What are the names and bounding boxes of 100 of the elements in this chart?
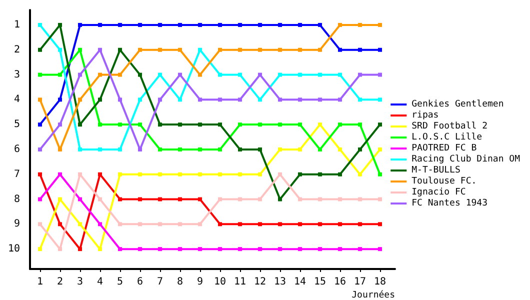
point bbox=[218, 72, 222, 77]
x-tick-label: 12 bbox=[254, 276, 266, 288]
point bbox=[358, 172, 362, 176]
point bbox=[138, 247, 142, 252]
point bbox=[118, 197, 122, 202]
point bbox=[138, 197, 142, 202]
y-tick-label: 4 bbox=[14, 94, 20, 106]
point bbox=[58, 72, 62, 77]
point bbox=[178, 98, 182, 102]
y-tick-label: 1 bbox=[14, 19, 20, 30]
x-tick-label: 9 bbox=[196, 276, 204, 288]
legend-label: FC Nantes 1943 bbox=[412, 198, 488, 208]
point bbox=[118, 98, 122, 102]
point bbox=[198, 222, 202, 226]
point bbox=[278, 197, 282, 202]
point bbox=[338, 122, 342, 127]
point bbox=[358, 247, 362, 252]
point bbox=[78, 48, 82, 52]
point bbox=[58, 147, 62, 152]
point bbox=[78, 222, 82, 226]
legend-label: PAOTRED FC B bbox=[412, 144, 477, 154]
point bbox=[118, 222, 122, 226]
point bbox=[198, 247, 202, 252]
point bbox=[298, 197, 302, 202]
x-tick-label: 15 bbox=[314, 276, 326, 288]
point bbox=[98, 72, 102, 77]
point bbox=[338, 72, 342, 77]
point bbox=[158, 247, 162, 252]
point bbox=[138, 48, 142, 52]
y-tick-label: 5 bbox=[14, 119, 20, 130]
point bbox=[238, 122, 242, 127]
point bbox=[378, 122, 382, 127]
point bbox=[38, 247, 42, 252]
point bbox=[238, 72, 242, 77]
point bbox=[138, 122, 142, 127]
point bbox=[58, 222, 62, 226]
x-tick-label: 6 bbox=[136, 276, 144, 288]
point bbox=[338, 222, 342, 226]
point bbox=[298, 48, 302, 52]
x-tick-label: 17 bbox=[354, 276, 366, 288]
point bbox=[78, 172, 82, 176]
y-tick-label: 9 bbox=[14, 218, 20, 230]
point bbox=[378, 72, 382, 77]
point bbox=[278, 48, 282, 52]
point bbox=[318, 72, 322, 77]
x-axis-title: Journées bbox=[352, 290, 395, 300]
point bbox=[338, 147, 342, 152]
point bbox=[178, 197, 182, 202]
point bbox=[58, 172, 62, 176]
point bbox=[378, 197, 382, 202]
point bbox=[138, 98, 142, 102]
x-tick-label: 13 bbox=[274, 276, 286, 288]
point bbox=[118, 247, 122, 252]
point bbox=[78, 72, 82, 77]
point bbox=[298, 147, 302, 152]
point bbox=[378, 48, 382, 52]
point bbox=[98, 197, 102, 202]
x-tick-label: 5 bbox=[116, 276, 124, 288]
point bbox=[178, 48, 182, 52]
point bbox=[118, 147, 122, 152]
point bbox=[158, 147, 162, 152]
point bbox=[278, 172, 282, 176]
point bbox=[298, 98, 302, 102]
point bbox=[258, 147, 262, 152]
point bbox=[138, 72, 142, 77]
point bbox=[298, 247, 302, 252]
point bbox=[158, 98, 162, 102]
point bbox=[358, 48, 362, 52]
point bbox=[258, 197, 262, 202]
point bbox=[238, 172, 242, 176]
point bbox=[378, 247, 382, 252]
legend-label: SRD Football 2 bbox=[412, 122, 488, 132]
point bbox=[278, 147, 282, 152]
legend-label: L.O.S.C Lille bbox=[412, 132, 482, 142]
point bbox=[38, 172, 42, 176]
x-tick-label: 11 bbox=[234, 276, 246, 288]
point bbox=[58, 122, 62, 127]
point bbox=[278, 247, 282, 252]
point bbox=[378, 147, 382, 152]
point bbox=[118, 172, 122, 176]
point bbox=[378, 22, 382, 27]
y-tick-label: 10 bbox=[8, 244, 20, 255]
point bbox=[338, 172, 342, 176]
point bbox=[38, 48, 42, 52]
point bbox=[258, 222, 262, 226]
point bbox=[98, 122, 102, 127]
point bbox=[98, 247, 102, 252]
point bbox=[98, 98, 102, 102]
point bbox=[198, 197, 202, 202]
point bbox=[278, 72, 282, 77]
y-tick-label: 7 bbox=[14, 168, 20, 180]
point bbox=[98, 172, 102, 176]
point bbox=[358, 122, 362, 127]
point bbox=[358, 72, 362, 77]
point bbox=[138, 172, 142, 176]
point bbox=[218, 122, 222, 127]
point bbox=[58, 48, 62, 52]
point bbox=[158, 72, 162, 77]
point bbox=[98, 48, 102, 52]
point bbox=[238, 247, 242, 252]
